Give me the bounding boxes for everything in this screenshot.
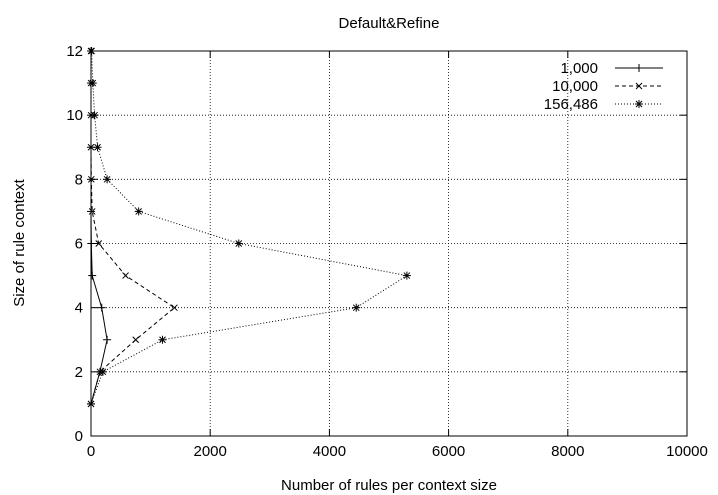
data-point — [87, 207, 95, 216]
legend-label: 10,000 — [552, 78, 598, 95]
legend-marker — [635, 82, 643, 90]
axis-ticks: 0 2000 4000 6000 8000 10000 0 2 4 6 8 10 12 — [66, 43, 708, 460]
data-point — [134, 207, 143, 216]
grid — [91, 51, 687, 436]
data-point — [103, 335, 112, 344]
series-line — [90, 51, 176, 405]
y-tick-label: 0 — [75, 428, 83, 445]
data-point — [88, 271, 97, 280]
legend-item: 10,000 — [552, 78, 663, 95]
chart-title: Default&Refine — [339, 15, 440, 32]
data-point — [87, 47, 96, 55]
y-axis-label: Size of rule context — [11, 178, 28, 306]
series-layer — [87, 47, 411, 408]
legend-marker — [635, 64, 643, 72]
y-tick-label: 10 — [66, 107, 83, 124]
legend-item: 156,486 — [544, 96, 663, 113]
data-point — [87, 399, 95, 408]
series-line — [90, 51, 108, 405]
data-point — [122, 272, 129, 279]
data-point — [95, 240, 103, 247]
data-point — [87, 239, 96, 248]
data-point — [352, 303, 361, 312]
legend-marker — [635, 100, 643, 108]
y-tick-label: 2 — [75, 364, 83, 381]
data-point — [87, 143, 95, 151]
series-line — [90, 50, 409, 405]
data-point — [171, 304, 178, 312]
data-point — [103, 175, 112, 184]
x-axis-label: Number of rules per context size — [281, 477, 497, 494]
data-point — [90, 111, 99, 120]
x-tick-label: 10000 — [666, 443, 708, 460]
x-tick-label: 0 — [87, 443, 95, 460]
data-point — [88, 208, 96, 215]
y-tick-label: 8 — [75, 171, 83, 188]
data-point — [158, 335, 167, 344]
data-point — [88, 79, 97, 88]
data-point — [98, 367, 107, 376]
data-point — [93, 143, 102, 152]
y-tick-label: 4 — [75, 300, 83, 317]
series-2 — [87, 47, 178, 408]
series-3 — [87, 47, 411, 408]
data-point — [402, 271, 411, 280]
y-tick-label: 6 — [75, 236, 83, 253]
x-tick-label: 6000 — [432, 443, 465, 460]
data-point — [234, 239, 243, 248]
data-point — [132, 336, 140, 344]
x-tick-label: 4000 — [313, 443, 346, 460]
data-point — [87, 175, 95, 183]
legend-label: 156,486 — [544, 96, 598, 113]
y-tick-label: 12 — [66, 43, 83, 60]
data-point — [97, 303, 106, 312]
x-tick-label: 2000 — [194, 443, 227, 460]
legend-item: 1,000 — [560, 60, 663, 77]
x-tick-label: 8000 — [551, 443, 584, 460]
legend-label: 1,000 — [560, 60, 598, 77]
